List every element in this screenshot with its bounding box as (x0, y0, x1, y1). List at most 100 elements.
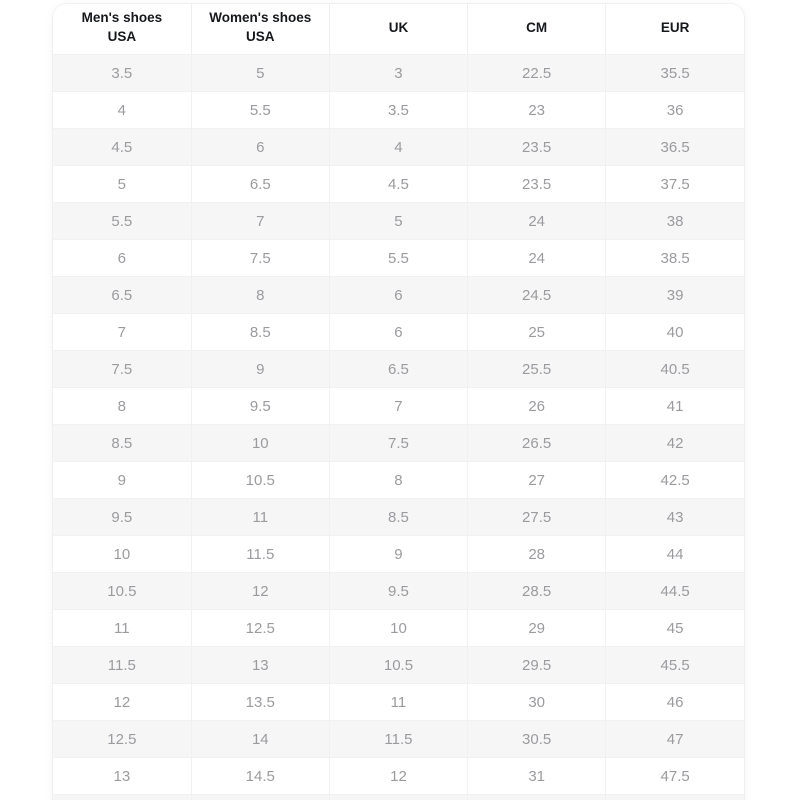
cell-eur: 38.5 (605, 239, 744, 277)
cell-eur: 36.5 (605, 128, 744, 166)
cell-womens-usa: 7.5 (191, 239, 330, 277)
table-row: 9 10.5 8 27 42.5 (53, 461, 744, 499)
cell-uk: 7.5 (329, 424, 469, 462)
cell-mens-usa: 8 (53, 387, 192, 425)
cell-uk: 10 (329, 609, 469, 647)
cell-cm: 23.5 (467, 128, 607, 166)
cell-cm: 31 (467, 757, 607, 795)
cell-uk: 10.5 (329, 646, 469, 684)
cell-womens-usa: 7 (191, 202, 330, 240)
cell-cm: 27.5 (467, 498, 607, 536)
cell-uk: 5.5 (329, 239, 469, 277)
cell-mens-usa: 12 (53, 683, 192, 721)
cell-cm: 29 (467, 609, 607, 647)
cell-uk: 9.5 (329, 572, 469, 610)
table-header: Men's shoes USA Women's shoes USA UK CM … (53, 4, 744, 55)
cell-eur: 35.5 (605, 54, 744, 92)
cell-cm: 23 (467, 91, 607, 129)
cell-mens-usa: 11 (53, 609, 192, 647)
cell-cm: 29.5 (467, 646, 607, 684)
table-row: 12.5 14 11.5 30.5 47 (53, 720, 744, 758)
cell-mens-usa: 8.5 (53, 424, 192, 462)
cell-eur: 44 (605, 535, 744, 573)
column-header-uk: UK (329, 4, 469, 55)
table-row: 12 13.5 11 30 46 (53, 683, 744, 721)
cell-eur: 45 (605, 609, 744, 647)
cell-uk: 6 (329, 313, 469, 351)
cell-cm: 31.5 (467, 794, 607, 800)
header-row: Men's shoes USA Women's shoes USA UK CM … (53, 4, 744, 55)
cell-womens-usa: 6.5 (191, 165, 330, 203)
table-body: 3.5 5 3 22.5 35.5 4 5.5 3.5 23 36 4.5 6 4 23.5 36.5 5 6.… (53, 54, 744, 800)
cell-cm: 24 (467, 202, 607, 240)
cell-cm: 24.5 (467, 276, 607, 314)
cell-mens-usa: 10 (53, 535, 192, 573)
cell-uk: 6 (329, 276, 469, 314)
cell-eur: 42 (605, 424, 744, 462)
cell-cm: 22.5 (467, 54, 607, 92)
table-row: 4.5 6 4 23.5 36.5 (53, 128, 744, 166)
cell-cm: 24 (467, 239, 607, 277)
table-row: 5 6.5 4.5 23.5 37.5 (53, 165, 744, 203)
table-row: 9.5 11 8.5 27.5 43 (53, 498, 744, 536)
cell-womens-usa: 15 (191, 794, 330, 800)
cell-womens-usa: 10 (191, 424, 330, 462)
cell-mens-usa: 7.5 (53, 350, 192, 388)
table-row: 7.5 9 6.5 25.5 40.5 (53, 350, 744, 388)
cell-mens-usa: 7 (53, 313, 192, 351)
cell-mens-usa: 4 (53, 91, 192, 129)
cell-mens-usa: 3.5 (53, 54, 192, 92)
table-row: 11 12.5 10 29 45 (53, 609, 744, 647)
cell-mens-usa: 13 (53, 757, 192, 795)
cell-womens-usa: 6 (191, 128, 330, 166)
cell-uk: 8.5 (329, 498, 469, 536)
cell-eur: 40 (605, 313, 744, 351)
cell-mens-usa: 9.5 (53, 498, 192, 536)
table-row: 11.5 13 10.5 29.5 45.5 (53, 646, 744, 684)
cell-eur: 40.5 (605, 350, 744, 388)
cell-eur: 47.5 (605, 757, 744, 795)
cell-mens-usa: 5 (53, 165, 192, 203)
cell-womens-usa: 5 (191, 54, 330, 92)
size-chart-card: Men's shoes USA Women's shoes USA UK CM … (53, 4, 744, 800)
cell-womens-usa: 9 (191, 350, 330, 388)
table-row: 8 9.5 7 26 41 (53, 387, 744, 425)
cell-cm: 30.5 (467, 720, 607, 758)
column-header-eur: EUR (605, 4, 744, 55)
cell-cm: 27 (467, 461, 607, 499)
cell-uk: 5 (329, 202, 469, 240)
cell-cm: 28 (467, 535, 607, 573)
cell-mens-usa: 5.5 (53, 202, 192, 240)
cell-eur: 41 (605, 387, 744, 425)
cell-cm: 25 (467, 313, 607, 351)
cell-cm: 26.5 (467, 424, 607, 462)
shoe-size-conversion-table: Men's shoes USA Women's shoes USA UK CM … (53, 4, 744, 800)
cell-cm: 30 (467, 683, 607, 721)
cell-mens-usa: 12.5 (53, 720, 192, 758)
cell-womens-usa: 13 (191, 646, 330, 684)
cell-cm: 25.5 (467, 350, 607, 388)
cell-mens-usa: 10.5 (53, 572, 192, 610)
table-row: 13 14.5 12 31 47.5 (53, 757, 744, 795)
table-row: 8.5 10 7.5 26.5 42 (53, 424, 744, 462)
table-row: 5.5 7 5 24 38 (53, 202, 744, 240)
cell-eur: 46 (605, 683, 744, 721)
cell-mens-usa: 6 (53, 239, 192, 277)
cell-uk: 6.5 (329, 350, 469, 388)
cell-mens-usa: 9 (53, 461, 192, 499)
cell-womens-usa: 13.5 (191, 683, 330, 721)
cell-uk: 7 (329, 387, 469, 425)
cell-cm: 28.5 (467, 572, 607, 610)
cell-cm: 23.5 (467, 165, 607, 203)
cell-womens-usa: 8.5 (191, 313, 330, 351)
cell-womens-usa: 8 (191, 276, 330, 314)
cell-womens-usa: 12 (191, 572, 330, 610)
table-row: 6 7.5 5.5 24 38.5 (53, 239, 744, 277)
cell-eur: 45.5 (605, 646, 744, 684)
cell-mens-usa: 13.5 (53, 794, 192, 800)
cell-womens-usa: 11 (191, 498, 330, 536)
cell-cm: 26 (467, 387, 607, 425)
cell-womens-usa: 10.5 (191, 461, 330, 499)
cell-eur: 48 (605, 794, 744, 800)
table-row: 10.5 12 9.5 28.5 44.5 (53, 572, 744, 610)
